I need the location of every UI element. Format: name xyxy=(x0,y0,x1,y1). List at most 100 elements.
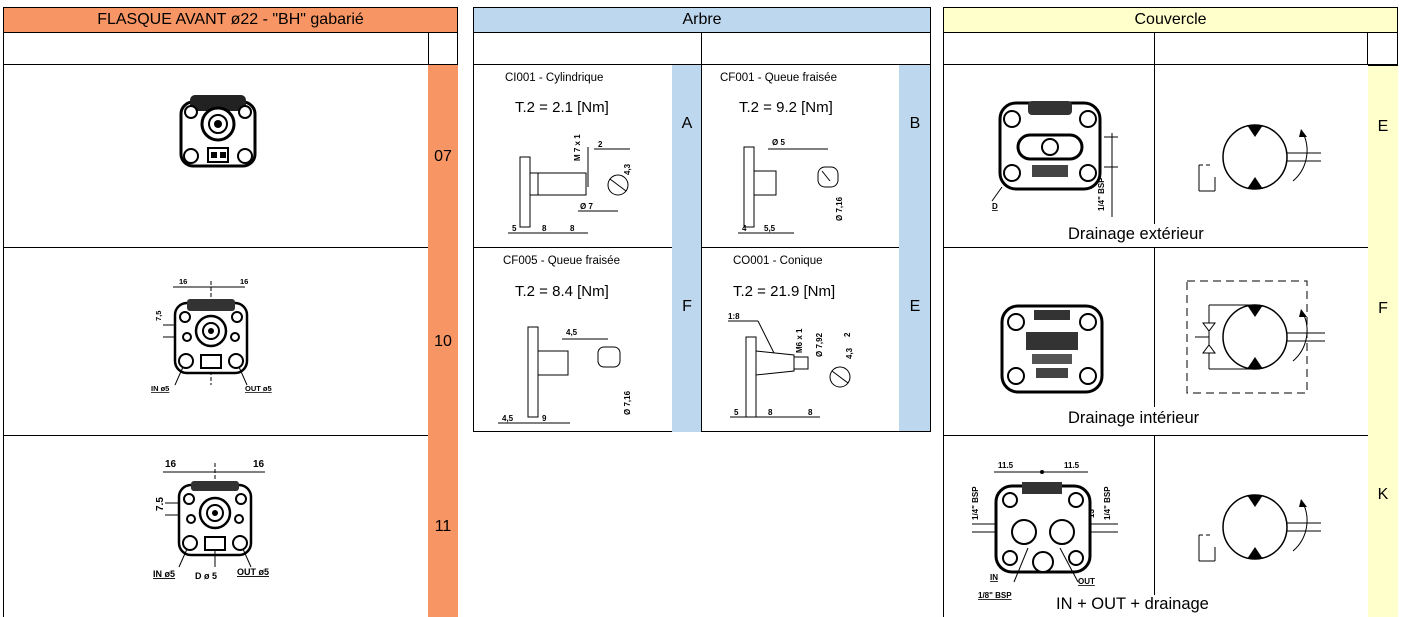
couvercle-caption-1: Drainage extérieur xyxy=(1068,225,1204,243)
arbre-block: Arbre A B F E CI001 - Cylindrique T.2 = … xyxy=(473,7,931,432)
shaft-b-dia-top: Ø 5 xyxy=(772,138,785,147)
shaft-a-dim-b: 4,3 xyxy=(623,163,632,175)
arbre-torque-b: T.2 = 9.2 [Nm] xyxy=(739,99,833,116)
arbre-code-f-bg xyxy=(672,247,702,432)
flange-11-dim-left: 16 xyxy=(165,459,177,470)
shaft-a-l2: 8 xyxy=(542,224,547,233)
shaft-e-l1: 5 xyxy=(734,408,739,417)
arbre-header: Arbre xyxy=(473,7,931,33)
shaft-e-dim-a: 2 xyxy=(843,332,852,337)
cover-k-bsp-right: 1/4" BSP xyxy=(1103,486,1112,520)
arbre-code-e: E xyxy=(909,298,921,315)
couvercle-row-line-2 xyxy=(943,435,1368,436)
shaft-a-thread: M 7 x 1 xyxy=(573,134,582,161)
arbre-torque-a: T.2 = 2.1 [Nm] xyxy=(515,99,609,116)
shaft-a-dim-a: 2 xyxy=(598,140,603,149)
flange-11-mid-label: D ø 5 xyxy=(195,571,217,581)
couvercle-mid-vline-3 xyxy=(1154,435,1155,595)
couvercle-mid-vline-1 xyxy=(1154,64,1155,224)
cover-k-bsp-bottom: 1/8" BSP xyxy=(978,591,1012,600)
cover-k-w1: 11.5 xyxy=(998,461,1014,470)
shaft-e-l3: 8 xyxy=(808,408,813,417)
flasque-header: FLASQUE AVANT ø22 - "BH" gabarié xyxy=(3,7,458,33)
cover-e-drawing: D 1/4" BSP xyxy=(991,101,1118,217)
flange-11-dim-v: 7.5 xyxy=(155,497,166,511)
arbre-code-f: F xyxy=(682,298,692,315)
couvercle-left-border xyxy=(943,64,944,617)
flange-11-dim-right: 16 xyxy=(253,459,265,470)
cover-k-bsp-left: 1/4" BSP xyxy=(971,486,980,520)
shaft-a-drawing: M 7 x 1 2 4,3 Ø 7 5 8 8 xyxy=(508,134,632,234)
arbre-code-a: A xyxy=(681,115,693,132)
shaft-e-taper: 1:8 xyxy=(728,312,740,321)
shaft-e-dim-b: 4,3 xyxy=(845,347,854,359)
couvercle-code-f: F xyxy=(1368,248,1398,436)
couvercle-sub-2 xyxy=(1154,32,1368,65)
flange-10-out-label: OUT ø5 xyxy=(245,384,272,393)
shaft-f-l2: 9 xyxy=(542,414,547,423)
flasque-code-10: 10 xyxy=(428,248,458,436)
shaft-e-l2: 8 xyxy=(768,408,773,417)
couvercle-caption-3: IN + OUT + drainage xyxy=(1056,595,1209,613)
cover-e-d-label: D xyxy=(992,202,998,211)
hydraulic-symbol-e xyxy=(1198,124,1321,192)
arbre-name-a: CI001 - Cylindrique xyxy=(505,72,604,84)
arbre-torque-e: T.2 = 21.9 [Nm] xyxy=(733,283,836,300)
flasque-row-line-2 xyxy=(3,435,428,436)
couvercle-row-line-1 xyxy=(943,247,1368,248)
couvercle-block: Couvercle E F K Drainage extérieur Drain… xyxy=(943,7,1398,617)
flange-10-dim-v: 7,5 xyxy=(154,311,163,321)
shaft-b-l2: 5,5 xyxy=(764,224,776,233)
flange-10-in-label: IN ø5 xyxy=(151,384,169,393)
shaft-a-l3: 8 xyxy=(570,224,575,233)
arbre-subheader-right xyxy=(701,32,931,65)
cover-f-drawing xyxy=(1000,304,1104,394)
shaft-e-drawing: 1:8 M6 x 1 Ø 7,92 2 4,3 5 8 8 xyxy=(728,312,854,418)
arbre-subheader-left xyxy=(473,32,702,65)
flasque-block: FLASQUE AVANT ø22 - "BH" gabarié 07 10 1… xyxy=(3,7,458,617)
couvercle-top-line xyxy=(943,64,1368,65)
hydraulic-symbol-k xyxy=(1198,494,1321,562)
cover-e-bsp: 1/4" BSP xyxy=(1097,177,1106,211)
flasque-code-07: 07 xyxy=(428,65,458,248)
shaft-f-dia: Ø 7,16 xyxy=(623,390,632,415)
cover-k-out: OUT xyxy=(1078,577,1095,586)
flange-11-drawing: 16 16 7.5 IN ø5 D ø 5 OUT ø5 xyxy=(153,459,269,581)
flasque-left-border xyxy=(3,64,4,617)
arbre-code-e-bg xyxy=(899,247,931,432)
flasque-code-11: 11 xyxy=(428,436,458,617)
cover-k-w2: 11.5 xyxy=(1064,461,1080,470)
couvercle-caption-2: Drainage intérieur xyxy=(1068,409,1200,427)
flasque-subheader-left xyxy=(3,32,429,65)
arbre-torque-f: T.2 = 8.4 [Nm] xyxy=(515,283,609,300)
shaft-a-dia: Ø 7 xyxy=(580,202,593,211)
flange-11-out-label: OUT ø5 xyxy=(237,567,269,577)
flange-10-drawing: 16 16 7,5 IN ø5 OUT ø5 xyxy=(151,277,272,393)
shaft-b-drawing: Ø 5 Ø 7,16 4 5,5 xyxy=(738,138,844,234)
shaft-e-thread: M6 x 1 xyxy=(795,328,804,353)
couvercle-code-k: K xyxy=(1368,436,1398,617)
couvercle-code-e: E xyxy=(1368,65,1398,248)
arbre-code-b: B xyxy=(909,115,921,132)
flasque-row-line-1 xyxy=(3,247,428,248)
arbre-name-e: CO001 - Conique xyxy=(733,255,823,267)
arbre-name-f: CF005 - Queue fraisée xyxy=(503,255,620,267)
hydraulic-symbol-f xyxy=(1186,280,1325,394)
arbre-code-a-bg xyxy=(672,64,702,248)
couvercle-sub-1 xyxy=(943,32,1155,65)
couvercle-sub-3 xyxy=(1367,32,1398,65)
flange-11-in-label: IN ø5 xyxy=(153,569,175,579)
shaft-b-l1: 4 xyxy=(742,224,747,233)
shaft-f-top: 4,5 xyxy=(566,328,578,337)
arbre-name-b: CF001 - Queue fraisée xyxy=(720,72,837,84)
flasque-subheader-right xyxy=(428,32,458,65)
cover-k-in: IN xyxy=(990,573,998,582)
flange-10-dim-left: 16 xyxy=(179,277,187,286)
shaft-f-l1: 4,5 xyxy=(502,414,514,423)
flange-07-drawing xyxy=(179,95,257,168)
couvercle-header: Couvercle xyxy=(943,7,1398,33)
arbre-code-b-bg xyxy=(899,64,931,248)
couvercle-mid-vline-2 xyxy=(1154,247,1155,407)
cover-k-drawing: 11.5 11.5 1/4" BSP 1/4" BSP 13 IN OUT 1/… xyxy=(971,461,1118,600)
shaft-e-dia: Ø 7,92 xyxy=(815,332,824,357)
